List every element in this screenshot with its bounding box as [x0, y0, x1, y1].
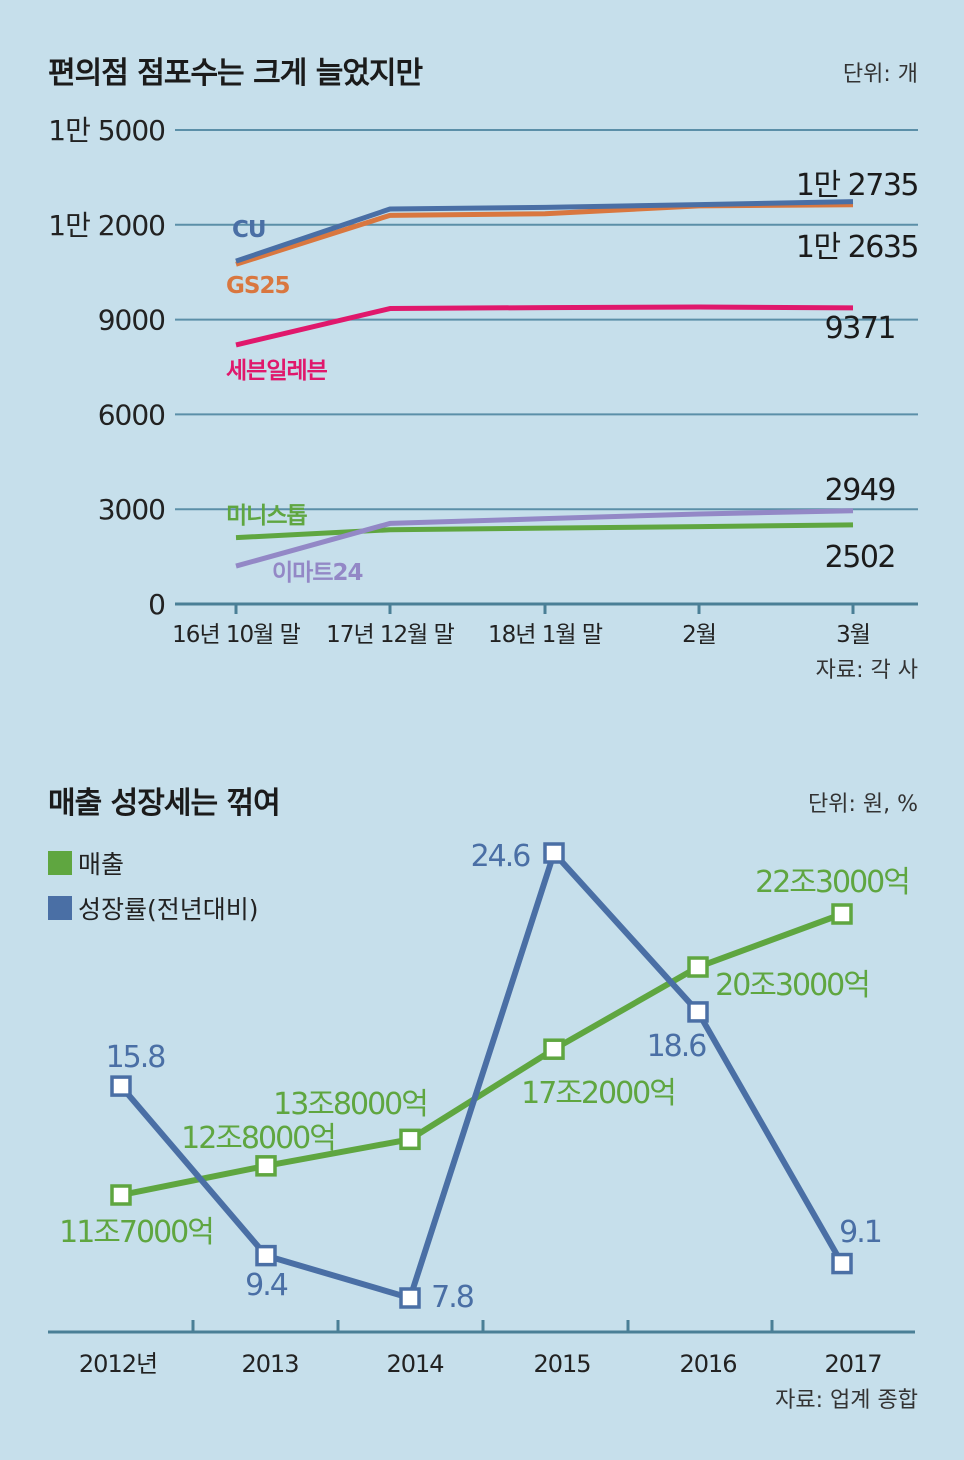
- growth-value-label: 9.4: [245, 1268, 288, 1303]
- legend-sales: 매출: [48, 845, 124, 881]
- end-value-label: 2502: [825, 540, 895, 575]
- growth-marker: [399, 1287, 421, 1309]
- sales-marker: [255, 1155, 277, 1177]
- sales-growth-chart: 2012년 2013 2014 2015 2016 2017 11조7000억 12조8000…: [48, 839, 915, 1378]
- series-line-1: [235, 202, 854, 267]
- series-line-2: [235, 304, 854, 348]
- x-tick-label: 2013: [241, 1350, 298, 1378]
- growth-marker: [543, 842, 565, 864]
- store-count-unit: 단위: 개: [842, 62, 918, 87]
- growth-line: [118, 850, 845, 1301]
- sales-growth-unit: 단위: 원, %: [807, 792, 918, 817]
- sales-value-label: 13조8000억: [273, 1087, 427, 1122]
- growth-marker: [255, 1244, 277, 1267]
- sales-growth-panel: 매출 성장세는 꺾여 단위: 원, % 매출 성장률(전년대비) 2012년 20…: [0, 730, 964, 1460]
- legend-growth-swatch: [48, 896, 72, 920]
- sales-value-label: 11조7000억: [59, 1215, 213, 1250]
- series-line-0: [235, 199, 854, 264]
- series-name-label: 세븐일레븐: [226, 358, 328, 384]
- x-tick-label: 16년 10월 말: [172, 622, 300, 648]
- x-tick-label: 3월: [836, 622, 870, 648]
- growth-value-label: 24.6: [471, 839, 531, 874]
- series-line-4: [235, 508, 854, 569]
- x-tick-label: 18년 1월 말: [488, 622, 603, 648]
- store-count-chart: 0 3000 6000 9000 1만 2000 1만 5000 16년 10월 말 17년 …: [48, 114, 919, 648]
- sales-marker: [543, 1038, 565, 1060]
- series-name-label: 이마트24: [272, 560, 363, 586]
- x-tick-label: 2월: [682, 622, 716, 648]
- sales-growth-source: 자료: 업계 종합: [775, 1388, 918, 1413]
- end-value-label: 1만 2635: [796, 230, 918, 265]
- sales-marker: [399, 1128, 421, 1151]
- legend-growth: 성장률(전년대비): [48, 890, 259, 926]
- y-tick-label: 9000: [98, 304, 165, 337]
- y-tick-label: 6000: [98, 398, 165, 431]
- growth-value-label: 9.1: [839, 1215, 881, 1250]
- sales-marker: [687, 956, 709, 978]
- y-tick-label: 1만 5000: [48, 114, 165, 147]
- sales-value-label: 12조8000억: [181, 1121, 335, 1156]
- y-tick-label: 3000: [98, 493, 165, 526]
- growth-marker: [687, 1001, 709, 1023]
- series-name-label: GS25: [226, 273, 289, 299]
- x-tick-label: 17년 12월 말: [326, 622, 454, 648]
- growth-value-label: 15.8: [106, 1040, 166, 1075]
- series-name-label: CU: [232, 217, 266, 243]
- end-value-label: 9371: [825, 311, 895, 346]
- legend-sales-swatch: [48, 851, 72, 875]
- sales-value-label: 22조3000억: [755, 865, 909, 900]
- store-count-source: 자료: 각 사: [815, 658, 918, 683]
- sales-line: [120, 911, 844, 1198]
- growth-value-label: 18.6: [647, 1029, 707, 1064]
- series-line-3: [235, 522, 854, 541]
- legend-growth-label: 성장률(전년대비): [78, 895, 259, 924]
- growth-marker: [110, 1075, 132, 1097]
- sales-growth-title: 매출 성장세는 꺾여: [48, 786, 281, 821]
- series-name-label: 미니스톱: [226, 503, 307, 529]
- growth-marker: [831, 1252, 853, 1275]
- sales-marker: [110, 1184, 132, 1206]
- y-tick-label: 0: [148, 588, 165, 621]
- growth-value-label: 7.8: [431, 1280, 474, 1315]
- x-tick-label: 2012년: [79, 1350, 157, 1378]
- store-count-title: 편의점 점포수는 크게 늘었지만: [48, 56, 423, 91]
- sales-value-label: 20조3000억: [715, 968, 869, 1003]
- x-tick-label: 2015: [533, 1350, 590, 1378]
- end-value-label: 1만 2735: [796, 168, 918, 203]
- x-tick-label: 2014: [386, 1350, 443, 1378]
- y-tick-label: 1만 2000: [48, 209, 165, 242]
- sales-marker: [831, 903, 853, 925]
- end-value-label: 2949: [825, 473, 895, 508]
- store-count-panel: 편의점 점포수는 크게 늘었지만 단위: 개 0 3000 6000 9000 1만 2…: [0, 0, 964, 720]
- x-tick-label: 2017: [824, 1350, 881, 1378]
- x-tick-label: 2016: [679, 1350, 736, 1378]
- legend-sales-label: 매출: [78, 850, 125, 879]
- sales-value-label: 17조2000억: [521, 1076, 675, 1111]
